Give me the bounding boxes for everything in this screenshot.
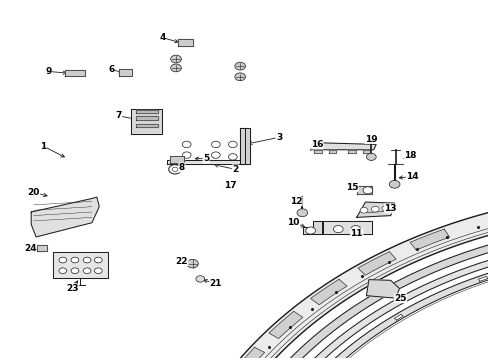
Circle shape [228, 154, 237, 160]
Polygon shape [240, 129, 250, 164]
Circle shape [172, 167, 178, 171]
Circle shape [333, 226, 343, 233]
Text: 19: 19 [365, 135, 378, 144]
Circle shape [59, 268, 67, 274]
Text: 17: 17 [224, 181, 237, 190]
Polygon shape [322, 221, 372, 234]
Text: 11: 11 [350, 229, 363, 238]
Polygon shape [358, 252, 396, 275]
Polygon shape [225, 246, 490, 360]
Text: 8: 8 [179, 163, 185, 172]
Text: 24: 24 [24, 244, 37, 253]
Text: 12: 12 [290, 197, 302, 206]
Polygon shape [239, 252, 490, 360]
Circle shape [212, 141, 220, 148]
Circle shape [71, 268, 79, 274]
Polygon shape [311, 143, 376, 150]
Text: 21: 21 [210, 279, 222, 288]
Circle shape [71, 257, 79, 263]
Circle shape [59, 257, 67, 263]
Circle shape [169, 165, 181, 174]
Polygon shape [119, 69, 132, 76]
Circle shape [196, 276, 205, 282]
Circle shape [83, 268, 91, 274]
Polygon shape [329, 150, 336, 153]
Text: 15: 15 [345, 183, 358, 192]
Text: 13: 13 [385, 204, 397, 213]
Text: 25: 25 [394, 294, 407, 303]
Text: 4: 4 [159, 33, 166, 42]
Polygon shape [311, 279, 347, 305]
Polygon shape [357, 186, 372, 194]
Polygon shape [367, 280, 399, 298]
Polygon shape [394, 314, 403, 320]
Circle shape [389, 180, 400, 188]
Text: 22: 22 [175, 257, 188, 266]
Polygon shape [269, 311, 303, 338]
Text: 6: 6 [108, 65, 115, 74]
Polygon shape [167, 129, 245, 164]
Polygon shape [314, 150, 322, 153]
Text: 10: 10 [288, 218, 300, 227]
Text: 1: 1 [40, 142, 47, 151]
Polygon shape [303, 221, 323, 234]
Polygon shape [478, 276, 488, 282]
Polygon shape [131, 109, 162, 134]
Circle shape [297, 209, 308, 217]
Polygon shape [363, 150, 370, 153]
Polygon shape [178, 39, 193, 46]
Circle shape [83, 257, 91, 263]
Text: 18: 18 [404, 150, 416, 159]
Polygon shape [205, 232, 490, 360]
Circle shape [235, 73, 245, 81]
Circle shape [228, 141, 237, 148]
Text: 9: 9 [45, 67, 51, 76]
Polygon shape [65, 70, 85, 76]
Circle shape [171, 55, 181, 63]
Text: 16: 16 [311, 140, 323, 149]
Circle shape [95, 268, 102, 274]
Text: 3: 3 [276, 133, 282, 142]
Circle shape [235, 62, 245, 70]
Text: 7: 7 [116, 112, 122, 121]
Text: 14: 14 [406, 172, 419, 181]
Circle shape [351, 226, 361, 233]
Circle shape [182, 141, 191, 148]
Circle shape [306, 227, 316, 234]
Polygon shape [170, 156, 184, 163]
Circle shape [367, 153, 376, 161]
Polygon shape [31, 197, 99, 237]
Polygon shape [136, 124, 158, 127]
Circle shape [360, 207, 368, 213]
Polygon shape [348, 150, 356, 153]
Circle shape [371, 206, 379, 212]
Polygon shape [164, 203, 490, 360]
Polygon shape [136, 116, 158, 120]
Polygon shape [136, 109, 158, 113]
Text: 2: 2 [232, 165, 239, 174]
Circle shape [171, 64, 181, 72]
Text: 23: 23 [66, 284, 79, 293]
Text: 20: 20 [27, 188, 40, 197]
Circle shape [95, 257, 102, 263]
Circle shape [212, 152, 220, 158]
Circle shape [363, 187, 373, 194]
Polygon shape [37, 245, 47, 251]
Circle shape [382, 206, 390, 211]
Text: 5: 5 [203, 154, 209, 163]
Polygon shape [357, 202, 394, 217]
Polygon shape [53, 252, 108, 278]
Circle shape [182, 152, 191, 158]
Circle shape [187, 259, 198, 268]
Polygon shape [234, 347, 265, 360]
Polygon shape [410, 229, 449, 250]
